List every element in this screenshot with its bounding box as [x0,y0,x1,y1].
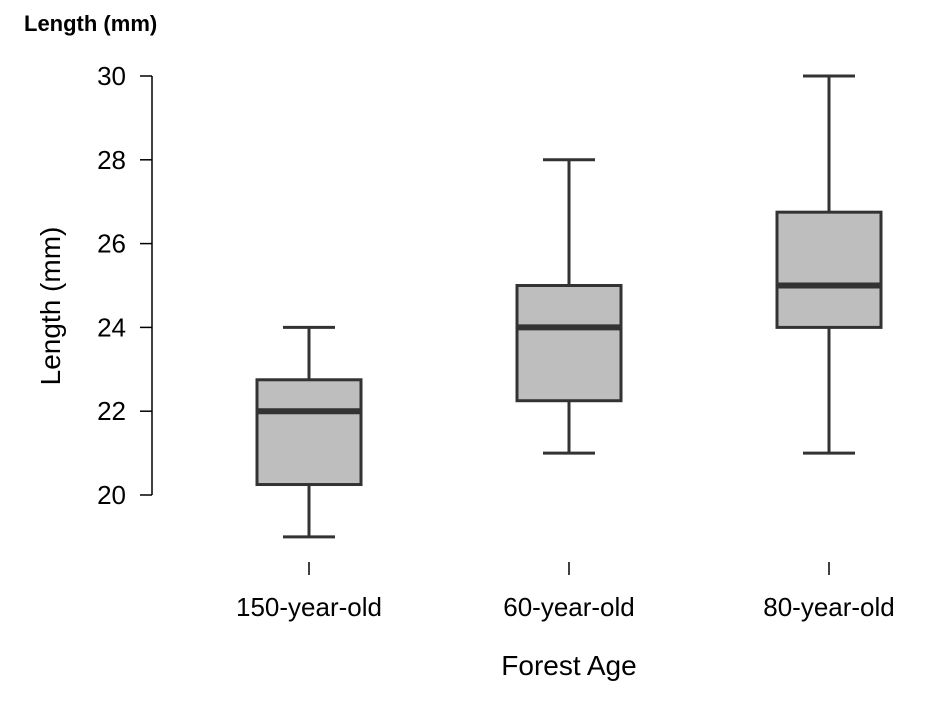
x-tick-label: 80-year-old [763,592,895,622]
y-tick-label: 24 [97,312,126,342]
y-tick-label: 30 [97,61,126,91]
y-axis: 20 22 24 26 28 30 [97,61,153,510]
x-axis-label: Forest Age [501,650,636,681]
iqr-box [515,284,623,403]
iqr-box [775,210,883,329]
x-tick-label: 60-year-old [503,592,635,622]
x-axis: 150-year-old 60-year-old 80-year-old [236,562,895,622]
box-group [515,158,623,455]
x-tick-label: 150-year-old [236,592,382,622]
y-tick-label: 28 [97,145,126,175]
y-tick-label: 26 [97,229,126,259]
y-axis-label: Length (mm) [35,227,66,386]
iqr-box [255,378,363,487]
box-series [255,74,883,539]
box-group [255,325,363,539]
y-tick-label: 22 [97,396,126,426]
y-tick-label: 20 [97,480,126,510]
box-group [775,74,883,455]
chart-title: Length (mm) [24,11,158,36]
